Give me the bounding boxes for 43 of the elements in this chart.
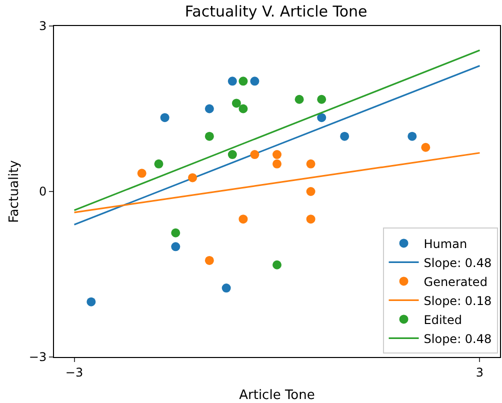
legend-label: Edited [424, 312, 462, 327]
y-tick-label: 3 [38, 19, 47, 34]
point [222, 284, 231, 293]
point [204, 132, 214, 141]
point [317, 113, 326, 122]
chart-title: Factuality V. Article Tone [184, 2, 368, 21]
x-axis-title: Article Tone [239, 388, 315, 403]
legend-label: Slope: 0.18 [424, 294, 492, 308]
point [421, 142, 430, 152]
point [238, 104, 248, 114]
point [272, 260, 282, 270]
point [238, 76, 248, 86]
point [228, 150, 237, 160]
legend-label: Generated [424, 274, 488, 289]
point [306, 159, 316, 168]
point [188, 173, 198, 182]
point [250, 150, 260, 160]
point [228, 76, 237, 86]
point [340, 132, 350, 141]
point [408, 132, 417, 141]
point [272, 150, 282, 160]
point [204, 104, 214, 114]
point [317, 94, 326, 104]
point [238, 214, 248, 224]
point [250, 76, 260, 86]
y-tick-label: 0 [38, 184, 47, 199]
point [306, 214, 316, 224]
point [171, 242, 180, 252]
point [204, 256, 214, 265]
point [232, 98, 241, 108]
point [160, 113, 170, 122]
legend-label: Human [424, 236, 468, 251]
y-tick-label: −3 [28, 350, 47, 364]
legend-label: Slope: 0.48 [424, 256, 492, 270]
point [306, 187, 316, 196]
point [294, 94, 304, 104]
point [137, 168, 146, 178]
point [86, 297, 96, 306]
y-axis-title: Factuality [7, 160, 22, 223]
point [154, 159, 164, 168]
point [272, 159, 282, 168]
legend-label: Slope: 0.48 [424, 332, 492, 346]
point [171, 228, 180, 238]
